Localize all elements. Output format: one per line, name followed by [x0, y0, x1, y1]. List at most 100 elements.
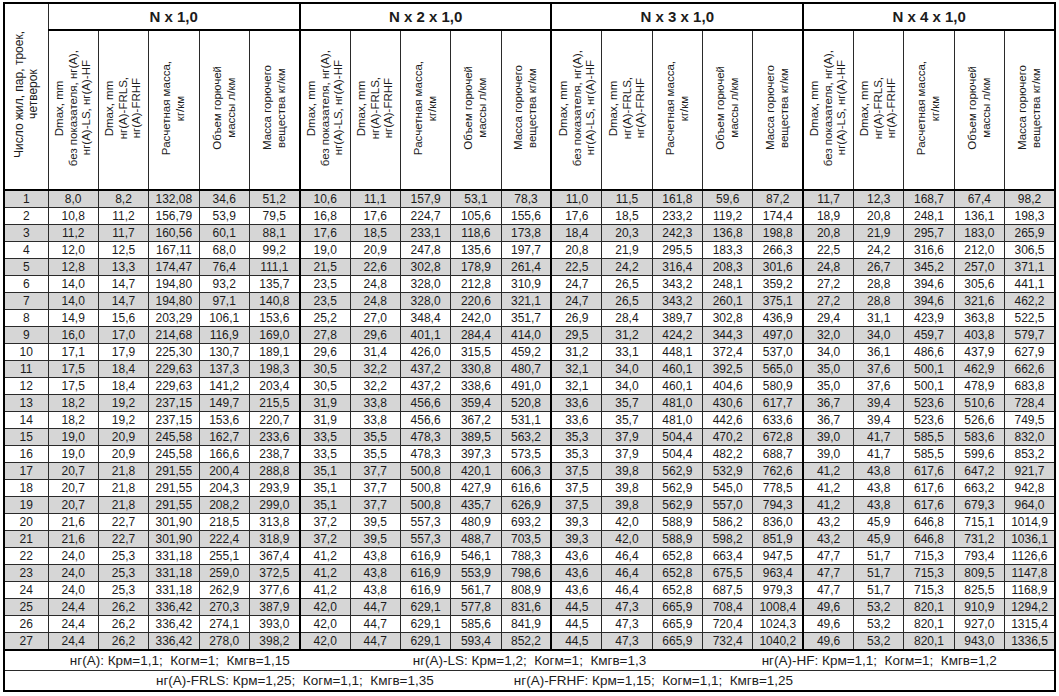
row-number-cell: 17	[4, 463, 48, 480]
table-cell: 18,4	[98, 378, 148, 395]
table-cell: 459,2	[501, 344, 551, 361]
table-cell: 532,9	[702, 463, 752, 480]
table-cell: 204,3	[199, 480, 249, 497]
table-cell: 31,2	[602, 327, 652, 344]
table-cell: 523,6	[904, 412, 954, 429]
footer-cell: нг(А)-FRLS: Крм=1,25; Когм=1,1; Кмгв=1,3…	[4, 671, 1055, 692]
table-head: Число жил, пар, троек, четверокN x 1,0N …	[4, 3, 1055, 190]
table-cell: 26,9	[551, 310, 601, 327]
table-cell: 183,3	[702, 242, 752, 259]
table-cell: 22,5	[551, 259, 601, 276]
table-cell: 215,5	[249, 395, 299, 412]
table-cell: 942,8	[1005, 480, 1055, 497]
table-row: 512,813,3174,4776,4111,121,522,6302,8178…	[4, 259, 1055, 276]
corner-header: Число жил, пар, троек, четверок	[4, 3, 48, 190]
table-cell: 43,8	[350, 582, 400, 599]
row-number-cell: 20	[4, 514, 48, 531]
table-cell: 19,2	[98, 395, 148, 412]
column-header: Расчетная масса, кг/км	[652, 30, 702, 190]
row-number-cell: 10	[4, 344, 48, 361]
table-cell: 363,8	[954, 310, 1004, 327]
column-header-label: Объем горючей массы л/км	[211, 66, 238, 150]
table-cell: 25,3	[98, 548, 148, 565]
table-cell: 573,5	[501, 446, 551, 463]
table-cell: 79,5	[249, 208, 299, 225]
table-cell: 41,2	[803, 497, 853, 514]
table-cell: 248,1	[904, 208, 954, 225]
table-cell: 98,2	[1005, 190, 1055, 208]
table-cell: 21,9	[854, 225, 904, 242]
table-cell: 367,4	[249, 548, 299, 565]
table-cell: 437,9	[954, 344, 1004, 361]
table-cell: 255,1	[199, 548, 249, 565]
table-cell: 153,6	[249, 310, 299, 327]
table-cell: 51,7	[854, 548, 904, 565]
table-cell: 336,42	[149, 633, 199, 651]
table-cell: 436,9	[753, 310, 803, 327]
table-cell: 820,1	[904, 599, 954, 616]
column-header: Dmax, mm нг(А)-FRLS, нг(А)-FRHF	[350, 30, 400, 190]
table-cell: 401,1	[400, 327, 450, 344]
table-cell: 943,0	[954, 633, 1004, 651]
table-cell: 32,0	[803, 327, 853, 344]
table-cell: 88,1	[249, 225, 299, 242]
table-cell: 25,3	[98, 565, 148, 582]
table-cell: 21,8	[98, 463, 148, 480]
table-cell: 27,2	[803, 293, 853, 310]
column-header-label: Dmax, mm нг(А)-FRLS, нг(А)-FRHF	[103, 77, 144, 139]
table-cell: 19,2	[98, 412, 148, 429]
table-cell: 336,42	[149, 599, 199, 616]
table-cell: 42,0	[300, 633, 350, 651]
corner-header-label: Число жил, пар, троек, четверок	[12, 31, 40, 158]
table-cell: 156,79	[149, 208, 199, 225]
table-cell: 36,7	[803, 395, 853, 412]
table-cell: 21,8	[98, 497, 148, 514]
footer-line-2: нг(А)-FRLS: Крм=1,25; Когм=1,1; Кмгв=1,3…	[5, 671, 1054, 690]
table-cell: 302,8	[702, 310, 752, 327]
table-cell: 545,0	[702, 480, 752, 497]
table-cell: 35,5	[350, 429, 400, 446]
table-cell: 49,6	[803, 616, 853, 633]
table-cell: 42,0	[300, 616, 350, 633]
column-header-label: Масса горючего вещества кг/км	[764, 65, 791, 150]
table-cell: 136,8	[702, 225, 752, 242]
column-header: Объем горючей массы л/км	[199, 30, 249, 190]
footer-row: нг(А): Крм=1,1; Когм=1; Кмгв=1,15нг(А)-L…	[4, 650, 1055, 671]
table-cell: 336,42	[149, 616, 199, 633]
table-row: 412,012,5167,1168,099,219,020,9247,8135,…	[4, 242, 1055, 259]
table-cell: 510,6	[954, 395, 1004, 412]
table-cell: 198,8	[753, 225, 803, 242]
table-cell: 33,8	[350, 412, 400, 429]
table-row: 2021,622,7301,90218,5313,837,239,5557,34…	[4, 514, 1055, 531]
table-cell: 248,1	[702, 276, 752, 293]
table-cell: 24,0	[48, 582, 98, 599]
table-cell: 29,5	[551, 327, 601, 344]
table-cell: 266,3	[753, 242, 803, 259]
table-cell: 1147,8	[1005, 565, 1055, 582]
table-cell: 10,6	[300, 190, 350, 208]
table-cell: 26,2	[98, 599, 148, 616]
table-cell: 293,9	[249, 480, 299, 497]
table-cell: 1008,4	[753, 599, 803, 616]
table-cell: 16,8	[300, 208, 350, 225]
table-cell: 47,7	[803, 565, 853, 582]
table-cell: 18,2	[48, 395, 98, 412]
row-number-cell: 21	[4, 531, 48, 548]
table-cell: 20,7	[48, 497, 98, 514]
table-cell: 1126,6	[1005, 548, 1055, 565]
table-cell: 174,4	[753, 208, 803, 225]
table-row: 1117,518,4229,63137,3198,330,532,2437,23…	[4, 361, 1055, 378]
table-cell: 26,5	[602, 293, 652, 310]
table-body: 18,08,2132,0834,651,210,611,1157,953,178…	[4, 190, 1055, 650]
table-cell: 13,3	[98, 259, 148, 276]
table-cell: 39,8	[602, 497, 652, 514]
table-cell: 237,15	[149, 412, 199, 429]
table-cell: 629,1	[400, 633, 450, 651]
table-cell: 798,6	[501, 565, 551, 582]
table-cell: 586,2	[702, 514, 752, 531]
table-cell: 25,3	[98, 582, 148, 599]
table-cell: 30,5	[300, 361, 350, 378]
table-cell: 482,2	[702, 446, 752, 463]
table-cell: 37,5	[551, 480, 601, 497]
table-cell: 20,9	[98, 429, 148, 446]
